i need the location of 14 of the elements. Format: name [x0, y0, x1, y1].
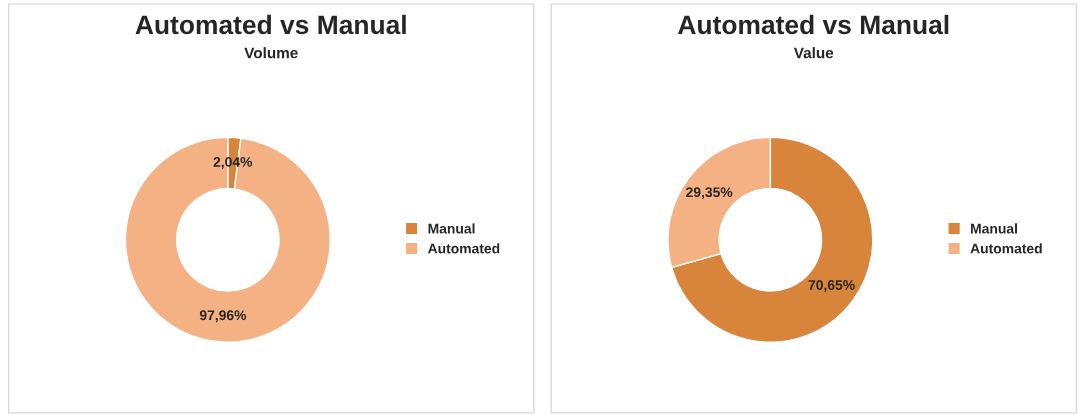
data-label: 70,65% — [808, 280, 855, 292]
donut-slice — [124, 136, 331, 343]
chart-subtitle: Volume — [244, 47, 298, 59]
data-label: 97,96% — [199, 310, 247, 323]
data-label: 29,35% — [686, 187, 733, 200]
donut-slice — [671, 136, 874, 343]
legend-label: Manual — [428, 223, 475, 234]
data-label: 2,04% — [213, 157, 253, 169]
chart-subtitle: Value — [793, 47, 834, 59]
legend-label: Manual — [971, 223, 1017, 234]
chart-title: Automated vs Manual — [678, 14, 949, 35]
legend-label: Automated — [970, 243, 1042, 254]
chart-title: Automated vs Manual — [135, 14, 406, 35]
legend-label: Automated — [427, 243, 500, 254]
